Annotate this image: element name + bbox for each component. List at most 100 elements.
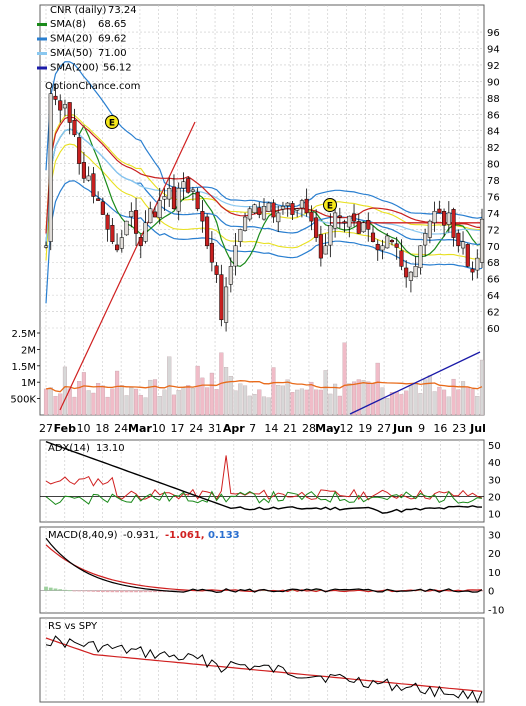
candle-body: [290, 203, 295, 215]
volume-bar: [328, 393, 333, 416]
price-axis-label: 72: [487, 225, 500, 236]
macd-histogram-bar: [72, 590, 77, 592]
candle-body: [351, 213, 357, 222]
volume-bar: [276, 385, 281, 416]
candle-body: [209, 242, 214, 263]
volume-bar: [347, 383, 352, 416]
volume-bar: [356, 379, 361, 416]
candle-body: [257, 207, 262, 215]
adx-axis-label: 20: [488, 492, 501, 503]
candle-body: [475, 257, 480, 271]
volume-bar: [96, 383, 101, 416]
macd-panel-frame: [39, 526, 485, 614]
legend-swatch: [37, 52, 47, 55]
volume-bar: [81, 372, 86, 416]
candle-body: [43, 245, 49, 248]
volume-bar: [290, 392, 295, 416]
candle-body: [176, 188, 181, 212]
x-tick-label: 23: [452, 422, 466, 435]
candle-body: [224, 286, 229, 323]
x-tick-label: 19: [358, 422, 372, 435]
price-axis-label: 84: [487, 127, 500, 138]
volume-bar: [475, 395, 480, 416]
price-title: CNR (daily): [50, 5, 106, 16]
volume-bar: [62, 366, 68, 416]
candle-body: [366, 220, 371, 230]
volume-bar: [138, 394, 143, 416]
macd-histogram-bar: [304, 589, 309, 591]
legend-series-value: 68.65: [98, 19, 127, 30]
volume-bar: [375, 362, 380, 416]
macd-histogram-bar: [247, 589, 252, 591]
macd-histogram-bar: [63, 589, 67, 591]
candle-body: [427, 220, 432, 238]
x-tick-label: 24: [189, 422, 203, 435]
volume-bar: [323, 370, 328, 416]
candle-body: [77, 137, 82, 164]
earnings-marker: [105, 115, 119, 129]
candle-body: [295, 208, 300, 211]
macd-histogram-bar: [105, 590, 110, 593]
volume-bar: [380, 387, 385, 416]
price-axis-label: 62: [487, 308, 500, 319]
adx-minus-di-line: [45, 490, 483, 505]
candle-body: [309, 211, 314, 222]
volume-moving-average: [45, 380, 483, 393]
adx-line: [45, 441, 482, 514]
volume-bar: [195, 365, 200, 416]
volume-bar: [295, 389, 300, 416]
candle-body: [195, 191, 200, 210]
macd-histogram-bar: [475, 590, 480, 592]
candle-body: [67, 102, 72, 123]
volume-bar: [238, 383, 243, 416]
macd-histogram-bar: [153, 590, 157, 593]
volume-bar: [105, 396, 110, 416]
macd-histogram-bar: [119, 590, 124, 593]
candle-body: [110, 225, 115, 242]
legend-series-name: SMA(200): [50, 63, 99, 74]
volume-bar: [119, 385, 124, 416]
macd-histogram-bar: [200, 589, 205, 591]
macd-histogram-bar: [48, 587, 53, 591]
candle-body: [133, 210, 139, 234]
x-tick-label: 10: [152, 422, 166, 435]
price-axis-label: 94: [487, 45, 500, 56]
macd-histogram-bar: [233, 590, 238, 592]
candle-body: [299, 200, 304, 209]
adx-title: ADX(14): [48, 443, 90, 454]
price-axis-label: 60: [487, 324, 500, 335]
price-axis-label: 66: [487, 275, 500, 286]
volume-bar: [58, 393, 63, 416]
adx-value: 13.10: [96, 443, 125, 454]
price-axis-label: 96: [487, 28, 500, 39]
macd-histogram-bar: [181, 590, 186, 592]
rs-moving-average: [45, 637, 483, 692]
legend-series-name: SMA(50): [50, 48, 92, 59]
candle-body: [470, 268, 475, 273]
candle-body: [119, 237, 124, 249]
macd-axis-label: 20: [488, 549, 501, 560]
x-tick-label: 18: [95, 422, 109, 435]
volume-bar: [399, 394, 404, 416]
volume-bar: [190, 387, 195, 416]
macd-histogram-bar: [138, 590, 143, 593]
macd-histogram-bar: [418, 590, 423, 592]
candle-body: [337, 215, 342, 218]
legend-series-value: 56.12: [103, 63, 132, 74]
candle-body: [304, 198, 309, 214]
volume-bar: [157, 396, 162, 416]
volume-bar: [446, 396, 451, 416]
volume-axis-label: 1.5M: [11, 362, 36, 373]
volume-bar: [257, 389, 262, 416]
volume-bar: [214, 389, 219, 416]
volume-bar: [110, 388, 115, 416]
candle-body: [129, 211, 134, 217]
x-tick-label: 12: [340, 422, 354, 435]
candle-body: [394, 243, 399, 248]
volume-bar: [314, 389, 319, 416]
volume-bar: [148, 379, 153, 416]
candle-body: [328, 225, 333, 246]
macd-histogram-value: 0.133: [208, 530, 240, 541]
volume-bar: [309, 381, 314, 416]
candle-body: [389, 240, 395, 243]
